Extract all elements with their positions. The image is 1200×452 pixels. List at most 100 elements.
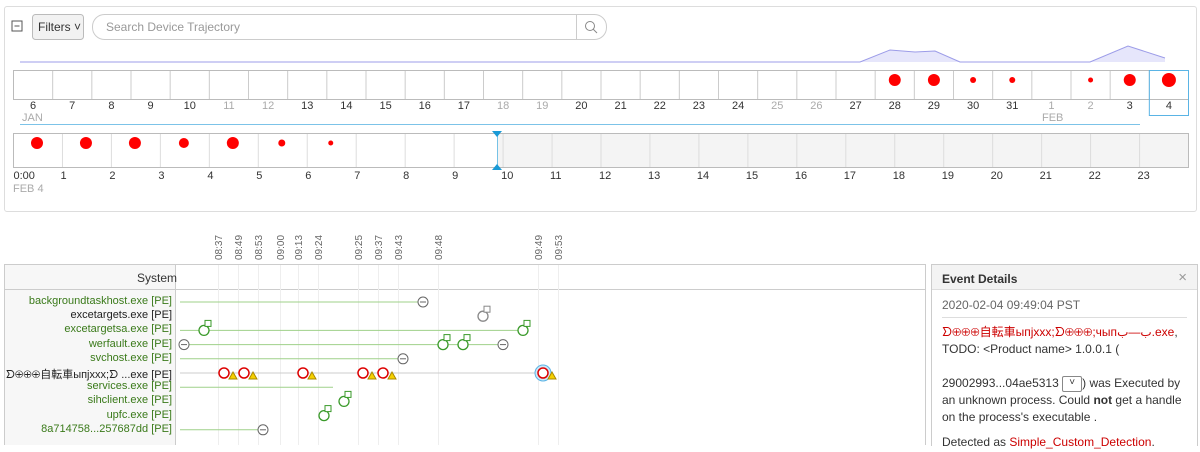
day-label: 26: [810, 100, 823, 112]
warning-icon: [547, 370, 557, 380]
hour-label: 11: [550, 170, 562, 182]
day-cell[interactable]: [132, 71, 169, 99]
process-event-icon[interactable]: [318, 409, 330, 422]
day-label: 29: [927, 100, 941, 112]
day-cell[interactable]: [210, 71, 247, 99]
day-label: 21: [614, 100, 627, 112]
warning-icon: [248, 370, 258, 380]
detection-event-icon[interactable]: [218, 367, 230, 379]
warning-icon: [387, 370, 397, 380]
file-name[interactable]: ᗤ⊕⊕⊕自転車ыпjxxx;ᗤ⊕⊕⊕;чыпب—ب.exe: [942, 325, 1175, 339]
file-icon: [463, 334, 471, 342]
close-button[interactable]: ×: [1178, 269, 1187, 286]
day-cell[interactable]: [367, 71, 404, 99]
time-label: 09:13: [294, 235, 305, 260]
process-name: excetargets.exe [PE]: [70, 309, 173, 322]
detection-event-icon[interactable]: [537, 367, 549, 379]
day-label: 13: [301, 100, 314, 112]
warning-icon: [228, 370, 238, 380]
hour-label: 17: [843, 170, 857, 182]
process-event-icon[interactable]: [517, 324, 529, 337]
search-icon[interactable]: [585, 21, 595, 31]
day-cell[interactable]: [1072, 71, 1109, 99]
day-activity-dot: [888, 74, 901, 86]
detection-link[interactable]: Simple_Custom_Detection: [1009, 435, 1152, 449]
file-icon: [483, 305, 491, 313]
day-label: 15: [379, 100, 392, 112]
process-name: werfault.exe [PE]: [88, 337, 172, 350]
filters-button[interactable]: [32, 14, 84, 40]
day-activity-dot: [1088, 77, 1094, 83]
hash-dropdown[interactable]: ˅: [1062, 375, 1083, 392]
day-cell[interactable]: [485, 71, 522, 99]
day-cell[interactable]: [837, 71, 874, 99]
day-cell[interactable]: [759, 71, 796, 99]
hour-label: 15: [745, 170, 759, 182]
process-name: upfc.exe [PE]: [106, 408, 172, 421]
day-label: 4: [1165, 100, 1172, 112]
day-cell[interactable]: [328, 71, 365, 99]
name-column: [5, 265, 175, 445]
day-cell[interactable]: [994, 71, 1031, 99]
filters-label[interactable]: Filters ˅: [38, 20, 82, 34]
day-cell[interactable]: [54, 71, 91, 99]
day-cell[interactable]: [93, 71, 130, 99]
day-cell[interactable]: [406, 71, 443, 99]
search-input[interactable]: [92, 14, 607, 40]
day-cell[interactable]: [171, 71, 208, 99]
day-activity-dot: [927, 74, 940, 86]
day-cell[interactable]: [445, 71, 482, 99]
day-cell[interactable]: [563, 71, 600, 99]
day-activity-dot: [1009, 77, 1016, 83]
date-label: FEB 4: [13, 183, 44, 195]
hour-activity-dot: [31, 137, 43, 149]
hour-activity-dot: [328, 140, 334, 146]
day-label: 17: [457, 100, 471, 112]
hour-label: 1: [60, 170, 67, 182]
day-cell[interactable]: [1033, 71, 1070, 99]
day-cell[interactable]: [641, 71, 678, 99]
file-icon: [443, 334, 451, 342]
hash: 29002993...04ae5313: [942, 376, 1059, 390]
detection-text: Detected as: [942, 435, 1010, 449]
day-cell[interactable]: [15, 71, 52, 99]
time-label: 09:24: [314, 235, 325, 260]
description-text: ) was Executed by an unknown process. Co…: [942, 376, 1181, 407]
day-label: 25: [771, 100, 784, 112]
process-event-icon[interactable]: [437, 338, 449, 351]
hour-label: 4: [207, 170, 214, 182]
process-event-icon[interactable]: [457, 338, 469, 351]
process-event-icon[interactable]: [477, 310, 489, 322]
day-label: 28: [888, 100, 901, 112]
day-cell[interactable]: [289, 71, 326, 99]
day-label: 27: [849, 100, 862, 112]
day-cell[interactable]: [524, 71, 561, 99]
process-name: excetargetsa.exe [PE]: [64, 323, 172, 336]
day-cell[interactable]: [955, 71, 992, 99]
sparkline-fill: [20, 46, 1165, 62]
day-label: 14: [340, 100, 353, 112]
collapse-icon[interactable]: [11, 20, 23, 32]
time-label: 09:48: [434, 235, 445, 260]
hour-label: 9: [452, 170, 459, 182]
process-event-icon[interactable]: [198, 324, 210, 337]
day-cell[interactable]: [720, 71, 757, 99]
search-placeholder: Search Device Trajectory: [106, 20, 241, 34]
day-label: 9: [147, 100, 154, 112]
day-label: 8: [108, 100, 115, 112]
day-cell[interactable]: [250, 71, 287, 99]
detection-event-icon[interactable]: [377, 367, 389, 379]
detection-text: .: [1151, 435, 1155, 449]
day-cell[interactable]: [798, 71, 835, 99]
detection-event-icon[interactable]: [238, 367, 250, 379]
day-cell[interactable]: [602, 71, 639, 99]
process-event-icon[interactable]: [338, 395, 350, 408]
day-label: 31: [1006, 100, 1019, 112]
day-activity-dot: [1161, 73, 1176, 87]
detection-event-icon[interactable]: [297, 367, 309, 379]
day-cell[interactable]: [680, 71, 717, 99]
day-label: 1: [1048, 100, 1055, 112]
detection-event-icon[interactable]: [357, 367, 369, 379]
hour-activity-dot: [226, 137, 239, 149]
